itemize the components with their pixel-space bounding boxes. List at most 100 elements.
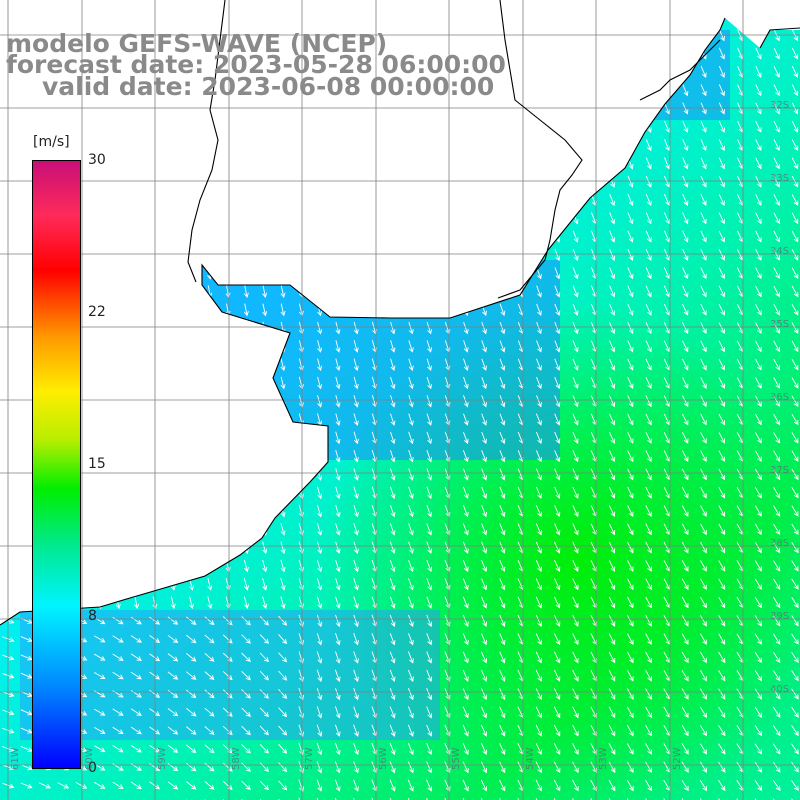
wind-arrow (645, 450, 652, 463)
wind-arrow (207, 413, 213, 427)
wind-arrow (97, 376, 103, 390)
wind-arrow (608, 450, 616, 463)
wind-arrow (681, 688, 689, 700)
wind-arrow (700, 486, 707, 499)
wind-arrow (627, 651, 634, 664)
longitude-label: 52W (672, 747, 683, 770)
wind-arrow (407, 706, 414, 719)
wind-arrow (645, 743, 652, 755)
wind-arrow (536, 138, 542, 152)
wind-arrow (241, 634, 251, 644)
wind-arrow (133, 157, 139, 171)
wind-arrow (115, 523, 121, 536)
wind-arrow (700, 523, 707, 536)
wind-arrow (262, 449, 268, 463)
wind-arrow (188, 212, 194, 225)
wind-arrow (791, 157, 799, 170)
wind-arrow (608, 651, 616, 664)
wind-arrow (645, 706, 652, 719)
wind-arrow (149, 635, 161, 643)
wind-arrow (480, 633, 488, 646)
wind-arrow (608, 541, 616, 554)
wind-arrow (645, 468, 652, 481)
colorbar-tick-30: 30 (88, 152, 106, 168)
wind-arrow (94, 745, 106, 753)
wind-arrow (627, 560, 634, 572)
wind-arrow (791, 487, 799, 499)
wind-arrow (353, 724, 359, 737)
wind-arrow (754, 688, 763, 700)
wind-arrow (627, 248, 634, 261)
wind-arrow (608, 523, 616, 536)
wind-arrow (755, 450, 762, 462)
wind-arrow (462, 688, 469, 701)
wind-arrow (755, 248, 762, 261)
wind-arrow (426, 267, 433, 280)
wind-arrow (554, 468, 561, 481)
wind-arrow (499, 688, 506, 701)
wind-arrow (626, 706, 634, 719)
wind-arrow (681, 651, 689, 664)
wind-arrow (241, 780, 251, 791)
wind-arrow (20, 764, 33, 771)
wind-arrow (408, 321, 414, 335)
wind-arrow (426, 706, 433, 719)
wind-arrow (407, 724, 414, 737)
wind-arrow (298, 138, 304, 152)
wind-arrow (316, 706, 323, 719)
wind-arrow (554, 212, 561, 225)
wind-arrow (408, 541, 414, 554)
wind-arrow (664, 47, 671, 60)
wind-arrow (280, 285, 286, 299)
wind-arrow (133, 266, 139, 280)
wind-arrow (499, 486, 506, 499)
wind-arrow (390, 321, 396, 335)
wind-arrow (225, 266, 231, 280)
wind-arrow (535, 761, 542, 774)
wind-arrow (681, 560, 689, 572)
wind-arrow (426, 541, 433, 554)
wind-arrow (572, 358, 579, 371)
wind-arrow (78, 138, 84, 152)
wind-arrow (94, 635, 106, 643)
wind-arrow (316, 596, 323, 609)
wind-arrow (682, 358, 689, 371)
wind-arrow (463, 395, 469, 408)
wind-arrow (24, 449, 30, 463)
wind-arrow (188, 193, 194, 207)
wind-arrow (773, 322, 780, 334)
wind-arrow (663, 413, 671, 426)
wind-arrow (463, 120, 469, 134)
wind-arrow (408, 230, 414, 244)
wind-arrow (791, 303, 799, 316)
wind-arrow (499, 193, 506, 207)
wind-arrow (645, 651, 652, 664)
wind-arrow (773, 505, 781, 517)
wind-arrow (663, 230, 671, 243)
wind-arrow (718, 523, 726, 536)
wind-arrow (335, 468, 341, 481)
wind-arrow (186, 653, 197, 662)
wind-arrow (554, 413, 561, 426)
wind-arrow (627, 84, 634, 97)
wind-arrow (572, 486, 579, 499)
wind-arrow (535, 669, 542, 682)
wind-arrow (243, 248, 249, 262)
wind-arrow (645, 560, 652, 572)
wind-arrow (133, 211, 139, 225)
wind-arrow (426, 724, 433, 737)
wind-arrow (23, 211, 30, 225)
wind-arrow (353, 761, 359, 774)
latitude-label: 36S (770, 392, 790, 403)
wind-arrow (535, 633, 542, 646)
wind-arrow (591, 139, 597, 152)
wind-arrow (572, 139, 579, 152)
wind-arrow (481, 267, 487, 280)
wind-arrow (645, 724, 652, 737)
wind-arrow (225, 230, 231, 244)
wind-arrow (408, 486, 414, 500)
wind-arrow (773, 303, 780, 316)
wind-arrow (317, 138, 323, 152)
wind-arrow (188, 120, 194, 134)
wind-arrow (718, 560, 726, 572)
